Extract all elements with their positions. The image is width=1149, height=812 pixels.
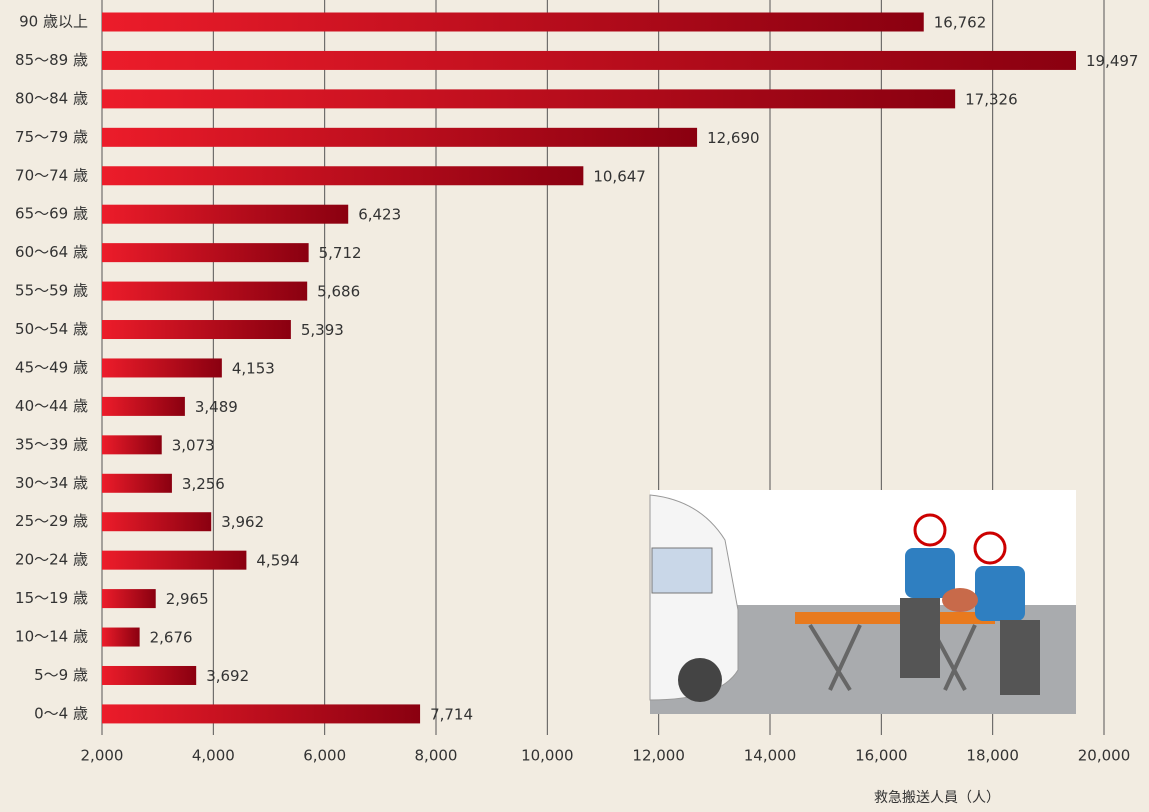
- y-tick-label: 70〜74 歳: [15, 166, 88, 184]
- y-tick-label: 50〜54 歳: [15, 320, 88, 338]
- y-tick-label: 5〜9 歳: [34, 666, 88, 684]
- y-tick-label: 85〜89 歳: [15, 51, 88, 69]
- value-label: 12,690: [707, 129, 760, 147]
- x-tick-label: 12,000: [632, 747, 685, 765]
- x-tick-label: 8,000: [415, 747, 458, 765]
- x-tick-label: 14,000: [744, 747, 797, 765]
- bar: [102, 512, 212, 532]
- y-tick-label: 35〜39 歳: [15, 435, 88, 453]
- value-label: 2,965: [166, 590, 209, 608]
- x-tick-label: 4,000: [192, 747, 235, 765]
- y-tick-label: 20〜24 歳: [15, 551, 88, 569]
- value-label: 4,153: [232, 359, 275, 377]
- value-label: 5,712: [319, 244, 362, 262]
- x-tick-label: 18,000: [966, 747, 1019, 765]
- value-label: 2,676: [150, 629, 193, 647]
- y-tick-label: 10〜14 歳: [15, 628, 88, 646]
- bar: [102, 473, 172, 493]
- bar: [102, 589, 156, 609]
- y-tick-label: 0〜4 歳: [34, 704, 88, 722]
- bar: [102, 665, 197, 685]
- bar: [102, 127, 698, 147]
- value-label: 5,686: [317, 283, 360, 301]
- y-tick-label: 65〜69 歳: [15, 205, 88, 223]
- value-label: 6,423: [358, 206, 401, 224]
- x-axis-label: 救急搬送人員（人）: [874, 790, 1000, 806]
- bar: [102, 243, 309, 263]
- illustration: [649, 490, 1076, 714]
- bar: [102, 435, 162, 455]
- y-tick-label: 30〜34 歳: [15, 474, 88, 492]
- value-label: 4,594: [256, 552, 299, 570]
- x-tick-label: 10,000: [521, 747, 574, 765]
- y-tick-label: 60〜64 歳: [15, 243, 88, 261]
- bar: [102, 320, 291, 340]
- value-label: 19,497: [1086, 52, 1139, 70]
- value-label: 3,692: [206, 667, 249, 685]
- bar: [102, 12, 924, 32]
- value-label: 10,647: [593, 167, 646, 185]
- y-tick-label: 90 歳以上: [19, 13, 88, 31]
- bar: [102, 89, 956, 109]
- bar: [102, 550, 247, 570]
- bar: [102, 396, 185, 416]
- y-tick-label: 55〜59 歳: [15, 282, 88, 300]
- bar: [102, 627, 140, 647]
- bar: [102, 358, 222, 378]
- value-label: 5,393: [301, 321, 344, 339]
- bar: [102, 50, 1076, 70]
- value-label: 3,073: [172, 436, 215, 454]
- y-tick-label: 75〜79 歳: [15, 128, 88, 146]
- y-tick-label: 15〜19 歳: [15, 589, 88, 607]
- value-label: 16,762: [934, 14, 987, 32]
- y-tick-label: 80〜84 歳: [15, 89, 88, 107]
- x-tick-label: 20,000: [1078, 747, 1131, 765]
- x-tick-label: 2,000: [81, 747, 124, 765]
- bar: [102, 166, 584, 186]
- bar: [102, 281, 308, 301]
- y-tick-label: 45〜49 歳: [15, 358, 88, 376]
- bar: [102, 204, 349, 224]
- y-tick-label: 25〜29 歳: [15, 512, 88, 530]
- y-tick-label: 40〜44 歳: [15, 397, 88, 415]
- value-label: 3,489: [195, 398, 238, 416]
- x-tick-label: 6,000: [303, 747, 346, 765]
- value-label: 7,714: [430, 705, 473, 723]
- value-label: 3,256: [182, 475, 225, 493]
- x-tick-label: 16,000: [855, 747, 908, 765]
- value-label: 3,962: [221, 513, 264, 531]
- bar: [102, 704, 421, 724]
- value-label: 17,326: [965, 90, 1018, 108]
